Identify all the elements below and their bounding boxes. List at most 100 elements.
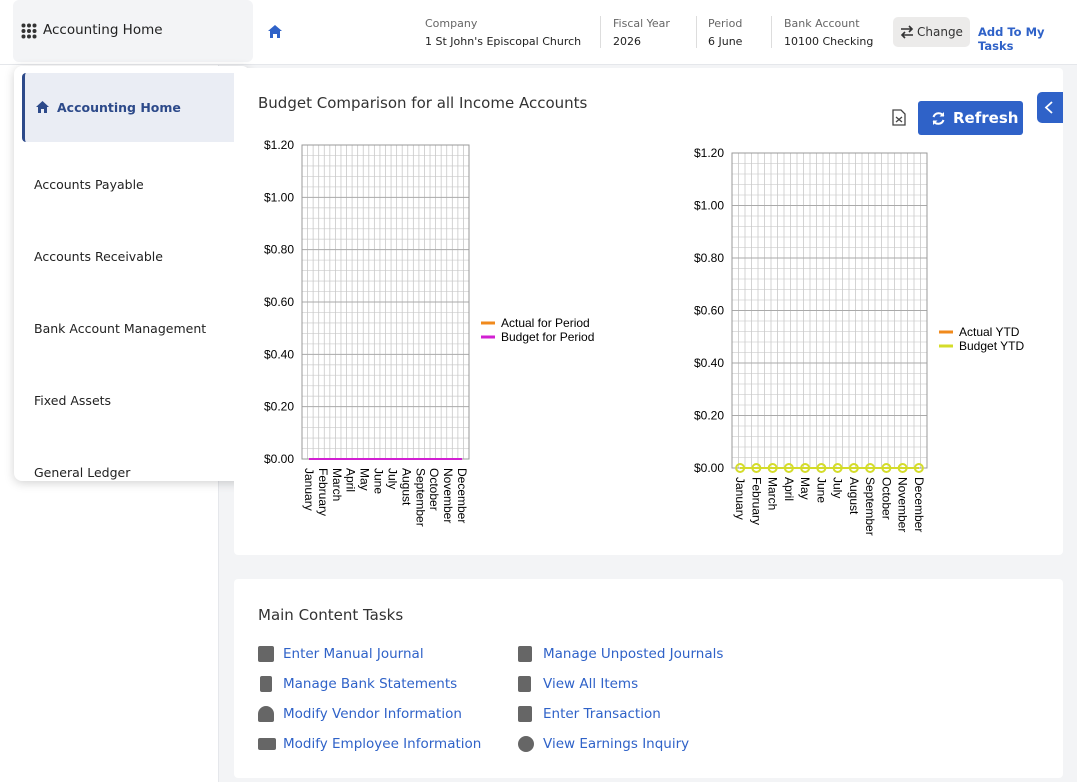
task-link[interactable]: Enter Transaction <box>543 706 661 722</box>
change-button[interactable]: Change <box>893 17 970 47</box>
legend-label: Budget for Period <box>501 330 594 344</box>
field-label: Company <box>425 17 478 30</box>
home-icon <box>36 101 49 113</box>
task-icon <box>518 646 532 662</box>
field-label: Period <box>708 17 743 30</box>
app-switcher[interactable]: Accounting Home <box>13 0 253 62</box>
x-tick-label: December <box>912 477 926 532</box>
legend-label: Actual for Period <box>501 316 590 330</box>
home-icon[interactable] <box>267 24 283 39</box>
x-tick-label: November <box>896 477 910 532</box>
field-value: 6 June <box>708 35 743 48</box>
series-marker <box>848 463 859 473</box>
series-marker <box>783 463 794 473</box>
refresh-label: Refresh <box>953 109 1019 127</box>
field-value: 10100 Checking <box>784 35 874 48</box>
separator <box>600 16 601 48</box>
task-link[interactable]: Modify Employee Information <box>283 736 482 752</box>
nav-menu: Accounting Home Accounts Payable Account… <box>14 66 250 481</box>
x-tick-label: March <box>766 477 780 510</box>
legend-label: Actual YTD <box>959 325 1020 339</box>
task-icon <box>518 736 534 752</box>
series-marker <box>881 463 892 473</box>
separator <box>771 16 772 48</box>
x-tick-label: January <box>733 477 747 520</box>
export-icon[interactable] <box>892 109 906 126</box>
series-marker <box>897 463 908 473</box>
task-icon <box>258 706 274 722</box>
task-link[interactable]: View Earnings Inquiry <box>543 736 690 752</box>
y-tick-label: $0.20 <box>264 400 294 414</box>
series-marker <box>751 463 762 473</box>
task-link[interactable]: Manage Unposted Journals <box>543 646 724 662</box>
x-tick-label: July <box>385 468 399 489</box>
header: Accounting Home Company 1 St John's Epis… <box>0 0 1077 65</box>
series-marker <box>913 463 924 473</box>
x-tick-label: April <box>782 477 796 501</box>
series-marker <box>800 463 811 473</box>
menu-item[interactable]: Accounts Payable <box>34 177 144 192</box>
menu-item[interactable]: Fixed Assets <box>34 393 112 408</box>
y-tick-label: $0.80 <box>694 251 724 265</box>
menu-item-active[interactable]: Accounting Home <box>22 73 245 142</box>
add-to-tasks[interactable]: Add To My Tasks <box>978 25 1045 53</box>
y-tick-label: $1.00 <box>694 199 724 213</box>
field-value: 2026 <box>613 35 641 48</box>
chart: $0.00 $0.20 $0.40 $0.60 $0.80 $1.00 $1.20 Janua… <box>264 138 594 527</box>
y-tick-label: $1.00 <box>264 190 294 204</box>
field-label: Fiscal Year <box>613 17 670 30</box>
x-tick-label: June <box>372 468 386 494</box>
series-marker <box>767 463 778 473</box>
x-tick-label: January <box>302 468 316 511</box>
x-tick-label: February <box>316 468 330 516</box>
x-tick-label: March <box>330 468 344 501</box>
task-icon <box>518 706 532 722</box>
separator <box>696 16 697 48</box>
grid-icon <box>21 23 37 39</box>
task-link[interactable]: Manage Bank Statements <box>283 676 458 692</box>
budget-panel: Budget Comparison for all Income Account… <box>234 68 1063 555</box>
y-tick-label: $0.40 <box>694 356 724 370</box>
menu-item[interactable]: General Ledger <box>34 465 131 480</box>
y-tick-label: $0.60 <box>694 304 724 318</box>
task-link[interactable]: View All Items <box>543 676 639 692</box>
task-icon <box>518 676 531 692</box>
panel-title: Budget Comparison for all Income Account… <box>258 94 588 112</box>
x-tick-label: November <box>441 468 455 523</box>
x-tick-label: October <box>879 477 893 520</box>
tasks-panel: Main Content Tasks Enter Manual Journal … <box>234 579 1063 778</box>
y-tick-label: $0.80 <box>264 243 294 257</box>
y-tick-label: $0.00 <box>694 461 724 475</box>
series-marker <box>865 463 876 473</box>
menu-label: Accounting Home <box>57 100 181 115</box>
x-tick-label: February <box>749 477 763 525</box>
x-tick-label: September <box>413 468 427 527</box>
series-marker <box>816 463 827 473</box>
x-tick-label: June <box>814 477 828 503</box>
collapse-button[interactable] <box>1037 92 1063 123</box>
refresh-button[interactable]: Refresh <box>918 101 1023 135</box>
field-label: Bank Account <box>784 17 860 30</box>
x-tick-label: July <box>831 477 845 498</box>
task-link[interactable]: Enter Manual Journal <box>283 646 424 662</box>
x-tick-label: April <box>344 468 358 492</box>
refresh-icon <box>932 112 945 125</box>
chevron-icon <box>1044 101 1053 114</box>
x-tick-label: May <box>358 468 372 491</box>
x-tick-label: December <box>455 468 469 523</box>
task-icon <box>258 738 276 750</box>
x-tick-label: September <box>863 477 877 536</box>
x-tick-label: August <box>847 477 861 515</box>
task-icon <box>258 646 274 662</box>
change-label: Change <box>917 25 963 39</box>
menu-item[interactable]: Bank Account Management <box>34 321 207 336</box>
y-tick-label: $0.20 <box>694 409 724 423</box>
y-tick-label: $1.20 <box>694 146 724 160</box>
app-title: Accounting Home <box>43 22 163 38</box>
legend-label: Budget YTD <box>959 339 1024 353</box>
task-link[interactable]: Modify Vendor Information <box>283 706 462 722</box>
x-tick-label: August <box>399 468 413 506</box>
menu-item[interactable]: Accounts Receivable <box>34 249 163 264</box>
x-tick-label: October <box>427 468 441 511</box>
